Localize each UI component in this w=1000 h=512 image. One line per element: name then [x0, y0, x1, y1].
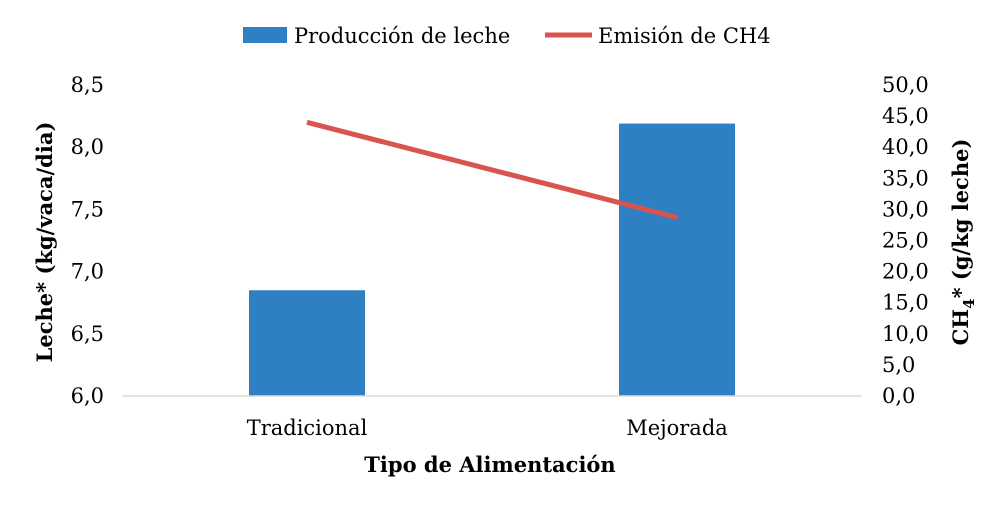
- legend-swatch-bar: [243, 27, 287, 43]
- category-labels: Tradicional Mejorada: [247, 416, 728, 440]
- y-axis-title-right: CH4* (g/kg leche): [948, 139, 978, 346]
- right-tick-label: 35,0: [882, 166, 929, 190]
- right-axis-ticks: 0,0 5,0 10,0 15,0 20,0 25,0 30,0 35,0 40,0 45,0 50…: [882, 73, 929, 408]
- right-tick-label: 0,0: [882, 384, 915, 408]
- left-axis-ticks: 6,0 6,5 7,0 7,5 8,0 8,5: [71, 73, 104, 408]
- left-tick-label: 6,5: [71, 322, 104, 346]
- category-label: Mejorada: [626, 416, 728, 440]
- right-tick-label: 40,0: [882, 135, 929, 159]
- legend-label-line: Emisión de CH4: [598, 24, 771, 48]
- category-label: Tradicional: [247, 416, 368, 440]
- right-tick-label: 5,0: [882, 353, 915, 377]
- y-axis-title-left: Leche* (kg/vaca/dia): [32, 122, 57, 363]
- bar: [249, 290, 365, 396]
- left-tick-label: 8,0: [71, 135, 104, 159]
- legend-label-bar: Producción de leche: [294, 24, 510, 48]
- right-tick-label: 45,0: [882, 104, 929, 128]
- line-series: [306, 119, 678, 220]
- x-axis-title: Tipo de Alimentación: [364, 452, 615, 477]
- right-tick-label: 15,0: [882, 291, 929, 315]
- right-tick-label: 25,0: [882, 229, 929, 253]
- left-tick-label: 7,5: [71, 197, 104, 221]
- legend: Producción de leche Emisión de CH4: [243, 24, 771, 48]
- series-line: [306, 119, 678, 220]
- bar: [619, 123, 735, 397]
- left-tick-label: 8,5: [71, 73, 104, 97]
- right-tick-label: 20,0: [882, 260, 929, 284]
- right-tick-label: 50,0: [882, 73, 929, 97]
- right-tick-label: 30,0: [882, 197, 929, 221]
- left-tick-label: 7,0: [71, 260, 104, 284]
- left-tick-label: 6,0: [71, 384, 104, 408]
- bars: [249, 123, 735, 397]
- right-tick-label: 10,0: [882, 322, 929, 346]
